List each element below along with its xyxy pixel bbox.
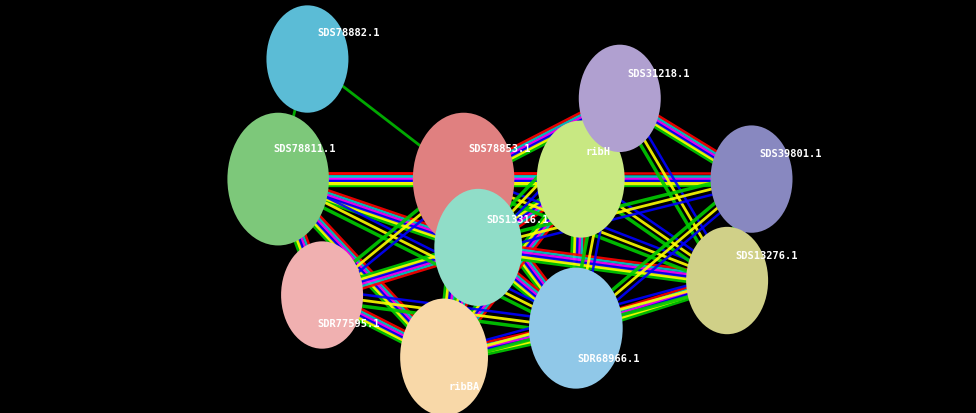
Ellipse shape	[686, 227, 768, 335]
Text: SDR77595.1: SDR77595.1	[317, 318, 380, 328]
Ellipse shape	[281, 242, 363, 349]
Ellipse shape	[537, 121, 625, 238]
Text: SDS78853.1: SDS78853.1	[468, 144, 531, 154]
Ellipse shape	[579, 45, 661, 153]
Ellipse shape	[529, 268, 623, 389]
Text: SDS13276.1: SDS13276.1	[735, 250, 797, 260]
Text: ribH: ribH	[586, 147, 611, 157]
Text: ribBA: ribBA	[449, 381, 480, 391]
Ellipse shape	[400, 299, 488, 413]
Text: SDS78882.1: SDS78882.1	[317, 28, 380, 38]
Text: SDS78811.1: SDS78811.1	[273, 144, 336, 154]
Ellipse shape	[266, 6, 348, 114]
Text: SDR68966.1: SDR68966.1	[578, 353, 640, 363]
Text: SDS13316.1: SDS13316.1	[486, 215, 549, 225]
Text: SDS31218.1: SDS31218.1	[628, 69, 690, 78]
Text: SDS39801.1: SDS39801.1	[759, 149, 822, 159]
Ellipse shape	[711, 126, 793, 233]
Ellipse shape	[434, 190, 522, 306]
Ellipse shape	[413, 114, 514, 246]
Ellipse shape	[227, 114, 329, 246]
